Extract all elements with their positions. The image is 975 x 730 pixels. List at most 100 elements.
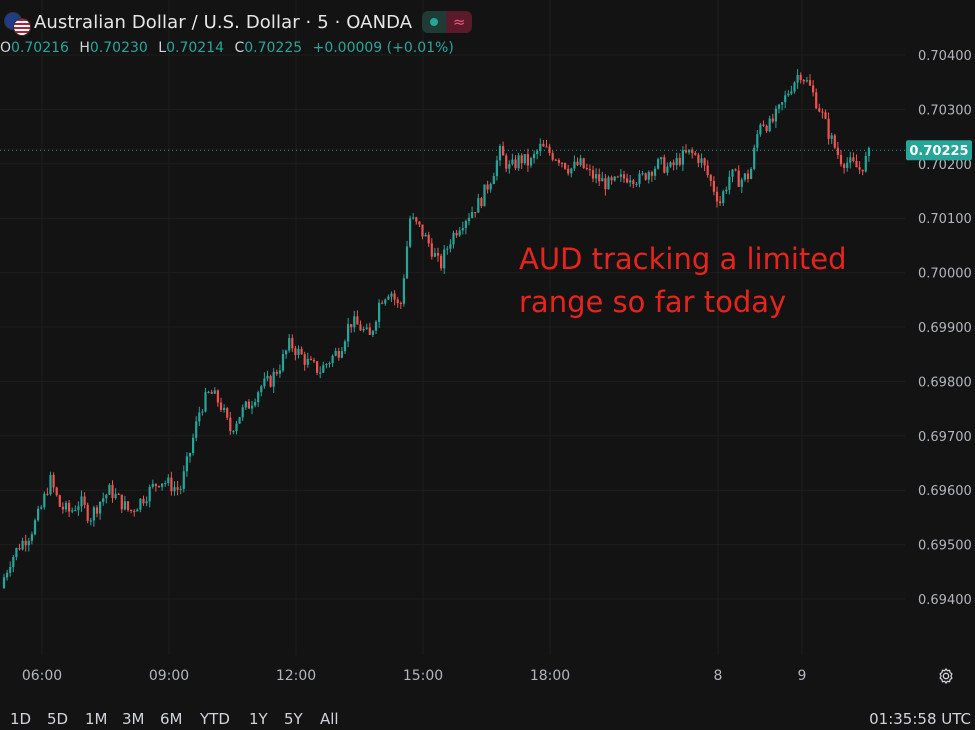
candle-up [223,408,226,410]
candle-down [312,360,316,362]
candle-up [64,502,68,510]
candle-up [533,154,536,159]
candle-up [641,173,644,175]
candle-down [824,112,827,119]
candle-down [852,157,855,161]
candle-down [18,548,21,550]
timeframe-1d[interactable]: 1D [10,710,32,728]
timeframe-6m[interactable]: 6M [160,710,183,728]
candle-up [449,244,452,249]
candle-down [68,502,71,512]
timeframe-1y[interactable]: 1Y [249,710,268,728]
candle-down [861,169,864,172]
candle-up [139,498,142,510]
candle-down [219,402,223,410]
market-status-pill[interactable]: ≈ [422,11,473,33]
price-axis-label: 0.69700 [918,430,972,445]
candle-up [74,510,77,512]
candle-down [818,108,821,112]
candle-up [114,493,117,499]
candle-up [250,405,254,409]
timeframe-ytd[interactable]: YTD [200,710,230,728]
candle-up [108,484,111,495]
candle-up [254,402,257,406]
timeframe-all[interactable]: All [320,710,339,728]
low-value: 0.70214 [166,40,224,56]
candle-up [235,423,238,432]
candle-down [154,483,157,486]
candle-up [204,392,207,412]
candle-up [232,431,235,433]
time-axis-label: 15:00 [403,668,443,684]
symbol-title[interactable]: Australian Dollar / U.S. Dollar · 5 · OA… [34,11,413,33]
candle-up [777,104,781,109]
candle-down [430,243,433,257]
candle-up [635,183,638,185]
price-axis-label: 0.69600 [918,484,972,499]
timeframe-3m[interactable]: 3M [122,710,145,728]
candle-up [536,151,539,155]
settings-gear-icon[interactable] [936,666,956,686]
utc-clock: 01:35:58 UTC [869,710,971,728]
candle-up [15,548,18,557]
timeframe-1m[interactable]: 1M [85,710,108,728]
candle-up [201,411,204,413]
candle-up [570,168,573,174]
candle-down [719,201,722,204]
candle-up [365,327,368,329]
candle-up [607,177,610,190]
candle-down [827,118,830,139]
candle-down [588,169,591,171]
candle-up [613,176,616,181]
candle-up [688,149,691,153]
candle-down [427,234,430,244]
candle-down [170,477,173,492]
candle-up [371,330,374,335]
candle-up [489,184,492,190]
candle-down [812,85,815,93]
candle-down [576,161,579,166]
candle-down [300,348,303,355]
chart-header: Australian Dollar / U.S. Dollar · 5 · OA… [0,8,473,36]
candle-up [495,160,498,176]
candle-up [657,159,660,169]
timeframe-5y[interactable]: 5Y [284,710,303,728]
candle-up [195,421,198,438]
candle-up [343,341,347,352]
time-axis-label: 06:00 [22,668,62,684]
candle-up [529,158,533,166]
candle-down [480,198,483,207]
candle-up [77,506,80,511]
candle-down [216,390,219,403]
candle-down [502,146,505,156]
candle-down [142,498,145,504]
candle-up [477,198,480,213]
candle-up [796,75,799,83]
candle-up [340,351,343,358]
candle-down [802,79,805,82]
timeframe-5d[interactable]: 5D [47,710,69,728]
candle-up [6,572,9,578]
candle-down [836,147,839,155]
candle-down [83,496,86,505]
candle-up [328,363,331,365]
candle-down [650,172,653,176]
candle-up [443,249,446,269]
candle-up [347,324,350,342]
candle-down [176,487,179,490]
time-axis-label: 18:00 [530,668,570,684]
candle-down [762,124,765,126]
candle-up [412,217,415,219]
candle-down [421,224,424,237]
chart-annotation: range so far today [519,285,786,319]
candle-down [626,178,629,183]
candle-up [374,321,378,331]
candle-up [387,296,390,300]
candle-up [37,508,40,521]
candle-up [213,390,216,394]
candle-up [285,350,288,355]
candle-up [458,230,461,236]
candle-down [554,159,557,161]
candle-up [198,412,201,422]
